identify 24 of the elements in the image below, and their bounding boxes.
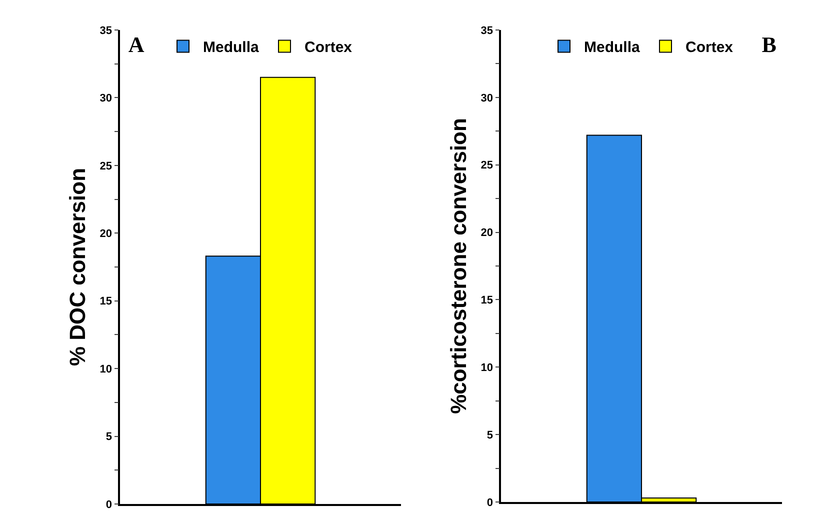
y-tick-label: 0 xyxy=(486,496,494,509)
legend-label: Medulla xyxy=(203,39,260,56)
y-tick-label: 25 xyxy=(480,160,494,172)
chart-title: A xyxy=(128,32,144,57)
y-tick-label: 25 xyxy=(100,160,112,172)
y-tick-label: 15 xyxy=(100,296,112,308)
legend-label: Cortex xyxy=(304,39,353,56)
y-tick-label: 5 xyxy=(486,429,494,442)
y-tick-label: 15 xyxy=(480,294,494,307)
y-tick-label: 10 xyxy=(480,362,494,374)
y-axis-title: % DOC conversion xyxy=(65,168,90,366)
legend-label: Medulla xyxy=(584,39,640,56)
y-tick-label: 30 xyxy=(100,92,112,105)
y-tick-label: 20 xyxy=(100,228,112,240)
y-tick-label: 0 xyxy=(106,498,112,511)
y-tick-label: 35 xyxy=(480,24,494,37)
chart-title: B xyxy=(762,32,777,57)
y-tick-label: 20 xyxy=(480,227,494,240)
y-tick-label: 35 xyxy=(100,24,112,37)
y-tick-label: 30 xyxy=(480,92,494,104)
y-tick-label: 10 xyxy=(100,363,112,376)
legend-label: Cortex xyxy=(686,39,734,56)
y-tick-label: 5 xyxy=(106,431,112,444)
y-axis-title: %corticosterone conversion xyxy=(446,118,472,414)
